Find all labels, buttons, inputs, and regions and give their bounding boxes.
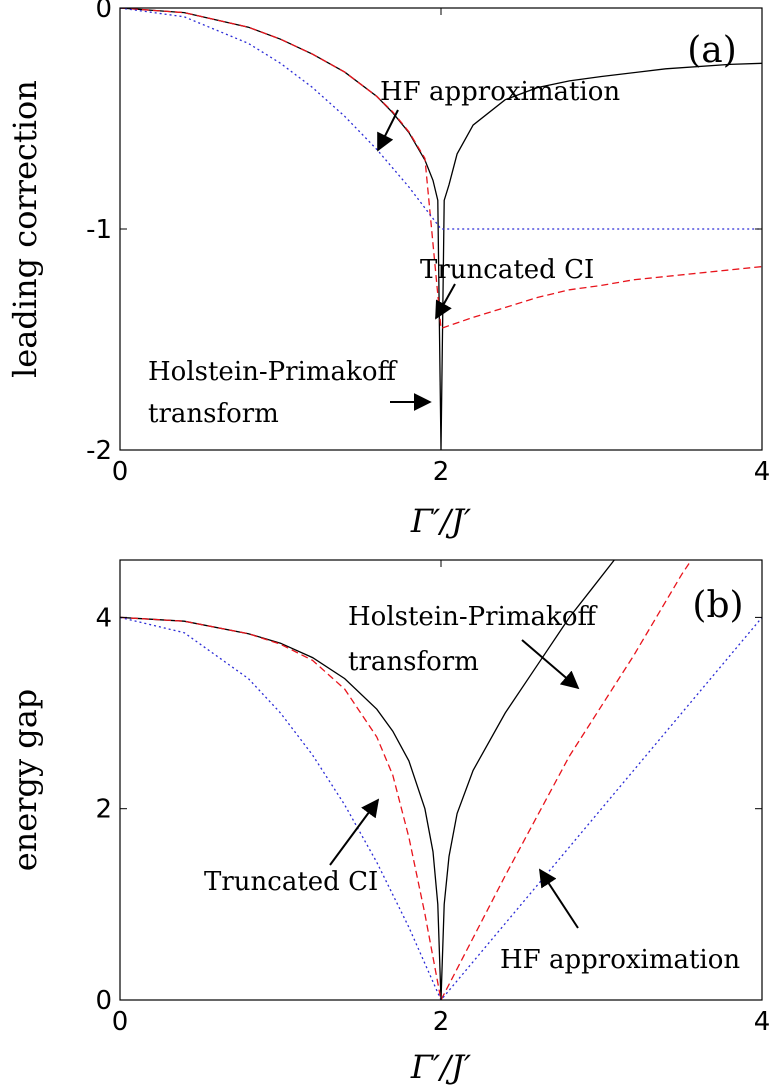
y-tick-label: 4: [95, 603, 112, 633]
panel-label: (b): [692, 585, 743, 626]
x-tick-label: 0: [112, 457, 129, 487]
y-tick-label: 0: [95, 0, 112, 24]
annotation-arrow-ci: [435, 283, 456, 320]
series-line-ci: [120, 560, 692, 1000]
series-line-hf: [120, 616, 762, 1000]
panel-a: 0 2 4 0 -1 -2 Γ′/J′ leading correction (a) HF app…: [6, 0, 770, 540]
y-axis-label: energy gap: [6, 689, 44, 872]
annotation-arrow-hf: [539, 868, 579, 929]
annotation-hp-line2: transform: [348, 647, 479, 677]
x-axis-label: Γ′/J′: [410, 1048, 472, 1086]
y-tick-label: -1: [86, 215, 112, 245]
x-tick-label: 2: [433, 1007, 450, 1037]
annotation-hp: Holstein-Primakoff: [148, 357, 398, 387]
annotation-ci: Truncated CI: [420, 255, 594, 285]
panel-b: 0 2 4 0 2 4 Γ′/J′ energy gap (b) Holstein-Primako…: [6, 559, 770, 1086]
annotation-hp: Holstein-Primakoff: [348, 602, 598, 632]
annotation-hf: HF approximation: [380, 77, 620, 107]
x-tick-label: 4: [754, 457, 770, 487]
annotation-ci: Truncated CI: [204, 867, 378, 897]
y-tick-label: -2: [86, 436, 112, 466]
annotation-hp-line2: transform: [148, 399, 279, 429]
series-line-hf: [120, 8, 762, 230]
y-axis-label: leading correction: [6, 80, 44, 378]
x-tick-label: 4: [754, 1007, 770, 1037]
panel-label: (a): [687, 30, 737, 71]
annotation-hf: HF approximation: [500, 945, 740, 975]
annotation-arrow-hp: [521, 639, 580, 690]
y-tick-label: 2: [95, 795, 112, 825]
x-tick-label: 0: [112, 1007, 129, 1037]
x-axis-label: Γ′/J′: [410, 502, 472, 540]
series-line-hp: [120, 560, 615, 1000]
x-tick-label: 2: [433, 457, 450, 487]
annotation-arrow-hf: [377, 109, 399, 152]
series-line-ci: [120, 8, 762, 330]
y-tick-label: 0: [95, 986, 112, 1016]
annotation-arrow-ci: [329, 798, 380, 866]
